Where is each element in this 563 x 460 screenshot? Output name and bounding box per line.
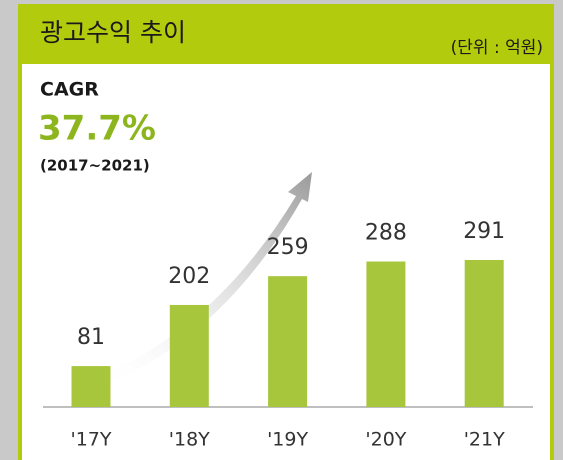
x-tick-label: '20Y xyxy=(365,429,406,451)
value-label: 259 xyxy=(267,235,309,260)
x-tick-label: '17Y xyxy=(70,429,111,451)
bar xyxy=(169,304,209,407)
bar xyxy=(268,276,308,407)
bar xyxy=(366,261,406,407)
value-label: 291 xyxy=(463,219,505,244)
value-label: 202 xyxy=(168,264,210,289)
value-label: 81 xyxy=(77,325,105,350)
x-tick-label: '21Y xyxy=(464,429,505,451)
cagr-period: (2017~2021) xyxy=(40,157,150,175)
chart-title: 광고수익 추이 xyxy=(40,18,186,47)
value-label: 288 xyxy=(365,221,407,246)
bar xyxy=(464,260,504,407)
cagr-value: 37.7% xyxy=(38,109,156,149)
bar xyxy=(71,366,111,407)
x-tick-label: '18Y xyxy=(169,429,210,451)
x-tick-label: '19Y xyxy=(267,429,308,451)
unit-label: (단위 : 억원) xyxy=(451,38,543,58)
cagr-label: CAGR xyxy=(40,79,99,101)
